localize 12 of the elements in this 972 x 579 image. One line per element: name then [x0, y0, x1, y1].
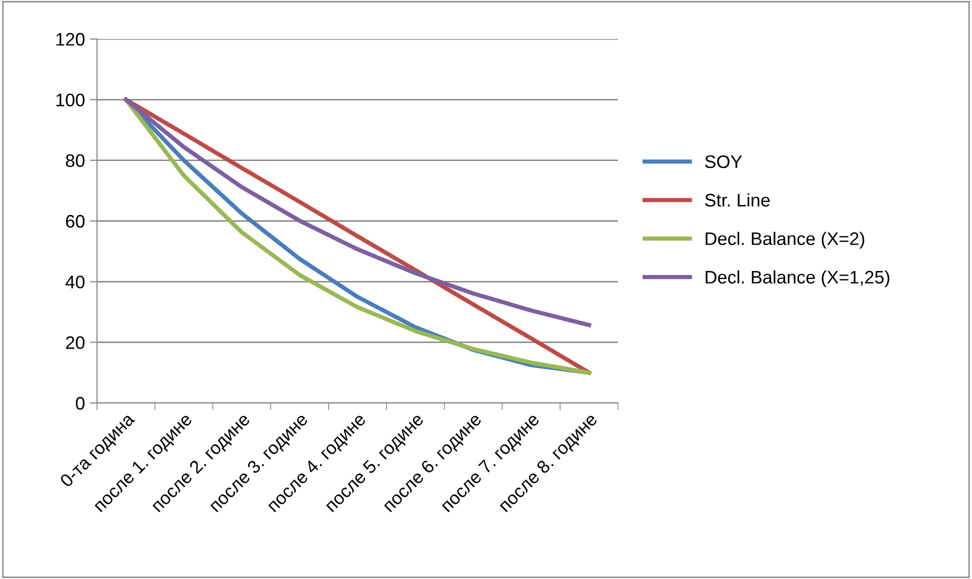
line-series — [124, 98, 592, 328]
y-tick-label: 120 — [56, 32, 84, 46]
y-tick-label: 80 — [66, 154, 84, 168]
legend-label: Decl. Balance (X=1,25) — [706, 270, 890, 288]
y-tick-label: 60 — [66, 214, 84, 228]
legend-label: Decl. Balance (X=2) — [706, 232, 864, 249]
legend-label: SOY — [705, 155, 742, 168]
y-tick-label: 100 — [56, 94, 84, 106]
y-tick-label: 0 — [76, 396, 84, 410]
legend-label: Str. Line — [705, 193, 770, 207]
y-tick-label: 40 — [66, 276, 84, 288]
y-tick-label: 20 — [66, 336, 84, 350]
